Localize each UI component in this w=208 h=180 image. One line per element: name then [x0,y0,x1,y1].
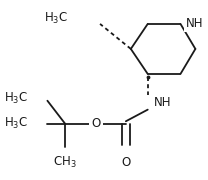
Text: NH: NH [154,96,171,109]
Text: H$_3$C: H$_3$C [4,91,28,107]
Text: NH: NH [186,17,203,30]
Text: O: O [121,156,130,169]
Text: O: O [92,117,101,130]
Text: H$_3$C: H$_3$C [4,116,28,131]
Text: H$_3$C: H$_3$C [44,11,68,26]
Text: CH$_3$: CH$_3$ [53,155,77,170]
